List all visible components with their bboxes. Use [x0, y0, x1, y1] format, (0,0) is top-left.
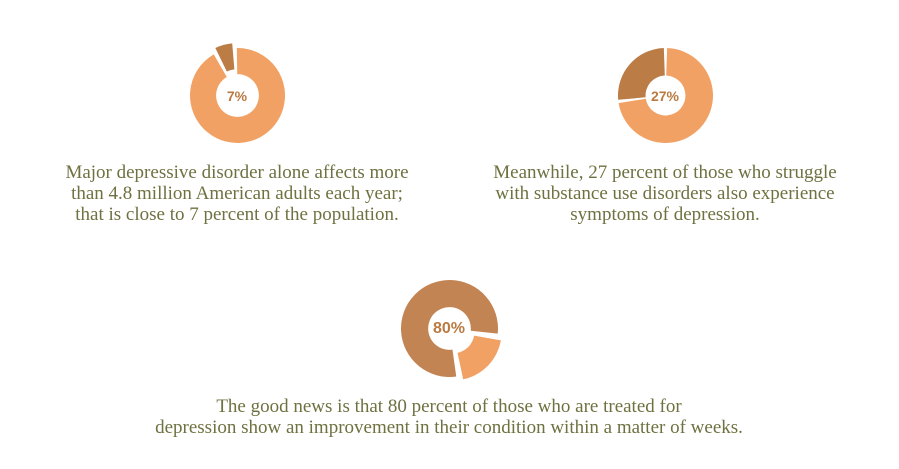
caption-line: The good news is that 80 percent of thos…: [216, 396, 682, 417]
donut-center-label-27-percent: 27%: [650, 87, 680, 104]
donut-chart-7-percent: 7%: [182, 40, 293, 151]
donut-chart-7-percent-svg: [189, 43, 285, 143]
donut-segment-affected: [214, 43, 234, 72]
caption-major-depression: Major depressive disorder alone affects …: [27, 162, 447, 225]
caption-line: Meanwhile, 27 percent of those who strug…: [493, 162, 837, 183]
caption-treatment-improvement: The good news is that 80 percent of thos…: [99, 396, 799, 438]
donut-segment-remainder: [189, 47, 285, 143]
donut-chart-80-percent: 80%: [393, 272, 506, 385]
donut-chart-27-percent-svg: [617, 48, 713, 144]
donut-segment-remainder: [457, 335, 501, 380]
stat-block-major-depression: 7% Major depressive disorder alone affec…: [27, 40, 447, 225]
stat-block-substance-use: 27% Meanwhile, 27 percent of those who s…: [455, 40, 875, 225]
caption-line: that is close to 7 percent of the popula…: [75, 204, 399, 225]
caption-line: symptoms of depression.: [570, 204, 760, 225]
donut-segment-improved: [400, 280, 498, 378]
caption-line: Major depressive disorder alone affects …: [65, 162, 409, 183]
donut-segment-remainder: [618, 48, 713, 144]
donut-center-label-80-percent: 80%: [432, 319, 466, 337]
caption-line: depression show an improvement in their …: [155, 417, 743, 438]
stat-block-treatment-improvement: 80% The good news is that 80 percent of …: [99, 272, 799, 438]
caption-line: than 4.8 million American adults each ye…: [71, 183, 403, 204]
caption-substance-use: Meanwhile, 27 percent of those who strug…: [455, 162, 875, 225]
donut-segment-affected: [617, 48, 665, 100]
caption-line: with substance use disorders also experi…: [495, 183, 835, 204]
donut-center-label-7-percent: 7%: [226, 87, 248, 104]
donut-chart-27-percent: 27%: [610, 40, 721, 151]
donut-chart-80-percent-svg: [400, 280, 501, 380]
